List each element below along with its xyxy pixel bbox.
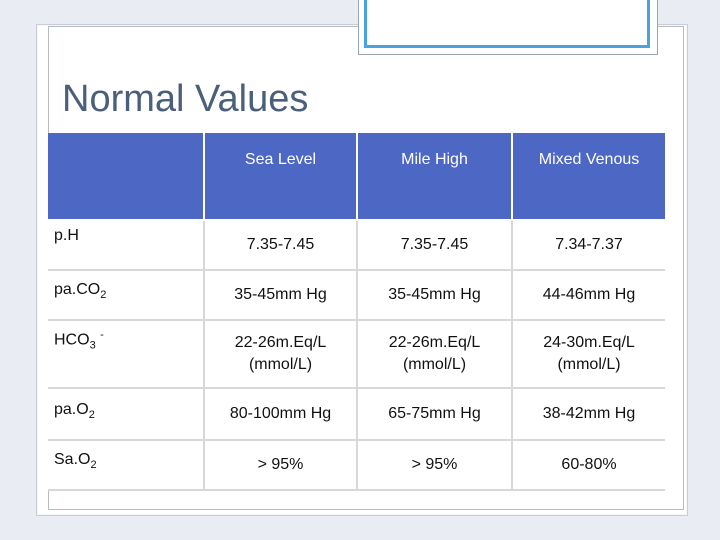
table-header-corner xyxy=(48,133,205,221)
row-label-text: HCO3 - xyxy=(54,329,104,352)
table-cell: 38-42mm Hg xyxy=(513,389,665,441)
table-row-label: pa.CO2 xyxy=(48,271,205,321)
table-cell: 80-100mm Hg xyxy=(205,389,358,441)
cell-text: 24-30m.Eq/L (mmol/L) xyxy=(543,334,635,373)
table-row-label: Sa.O2 xyxy=(48,441,205,491)
table-cell: 22-26m.Eq/L (mmol/L) xyxy=(358,321,513,389)
table-cell: 7.35-7.45 xyxy=(358,221,513,271)
table-row-label: pa.O2 xyxy=(48,389,205,441)
cell-text: 38-42mm Hg xyxy=(542,405,636,422)
row-label-text: p.H xyxy=(54,227,79,244)
row-label-text: pa.CO2 xyxy=(54,281,107,302)
slide-title: Normal Values xyxy=(62,78,309,120)
table-header-mile-high: Mile High xyxy=(358,133,513,221)
table-header-sea-level: Sea Level xyxy=(205,133,358,221)
table-cell: 7.34-7.37 xyxy=(513,221,665,271)
table-cell: 60-80% xyxy=(513,441,665,491)
table-cell: 35-45mm Hg xyxy=(358,271,513,321)
table-row-label: p.H xyxy=(48,221,205,271)
cell-text: 22-26m.Eq/L (mmol/L) xyxy=(388,334,481,373)
table-cell: 65-75mm Hg xyxy=(358,389,513,441)
cell-text: 22-26m.Eq/L (mmol/L) xyxy=(234,334,327,373)
table-cell: 24-30m.Eq/L (mmol/L) xyxy=(513,321,665,389)
header-label: Sea Level xyxy=(244,151,317,168)
cell-text: 60-80% xyxy=(561,456,617,473)
decorative-tab-inner xyxy=(364,0,650,48)
cell-text: 35-45mm Hg xyxy=(388,286,481,303)
table-cell: > 95% xyxy=(205,441,358,491)
cell-text: > 95% xyxy=(411,456,458,473)
header-label: Mile High xyxy=(401,151,468,168)
table-cell: > 95% xyxy=(358,441,513,491)
row-label-text: pa.O2 xyxy=(54,401,95,422)
table-row-label: HCO3 - xyxy=(48,321,205,389)
table-cell: 35-45mm Hg xyxy=(205,271,358,321)
cell-text: 44-46mm Hg xyxy=(542,286,636,303)
cell-text: 65-75mm Hg xyxy=(388,405,481,422)
cell-text: 7.34-7.37 xyxy=(555,236,623,253)
cell-text: 80-100mm Hg xyxy=(229,405,332,422)
header-label: Mixed Venous xyxy=(538,151,640,168)
cell-text: > 95% xyxy=(257,456,304,473)
cell-text: 35-45mm Hg xyxy=(234,286,327,303)
cell-text: 7.35-7.45 xyxy=(400,236,469,253)
row-label-text: Sa.O2 xyxy=(54,451,97,472)
table-cell: 44-46mm Hg xyxy=(513,271,665,321)
values-table: Sea Level Mile High Mixed Venous p.H 7.3… xyxy=(48,133,665,491)
table-header-mixed-venous: Mixed Venous xyxy=(513,133,665,221)
table-cell: 22-26m.Eq/L (mmol/L) xyxy=(205,321,358,389)
cell-text: 7.35-7.45 xyxy=(246,236,315,253)
table-cell: 7.35-7.45 xyxy=(205,221,358,271)
